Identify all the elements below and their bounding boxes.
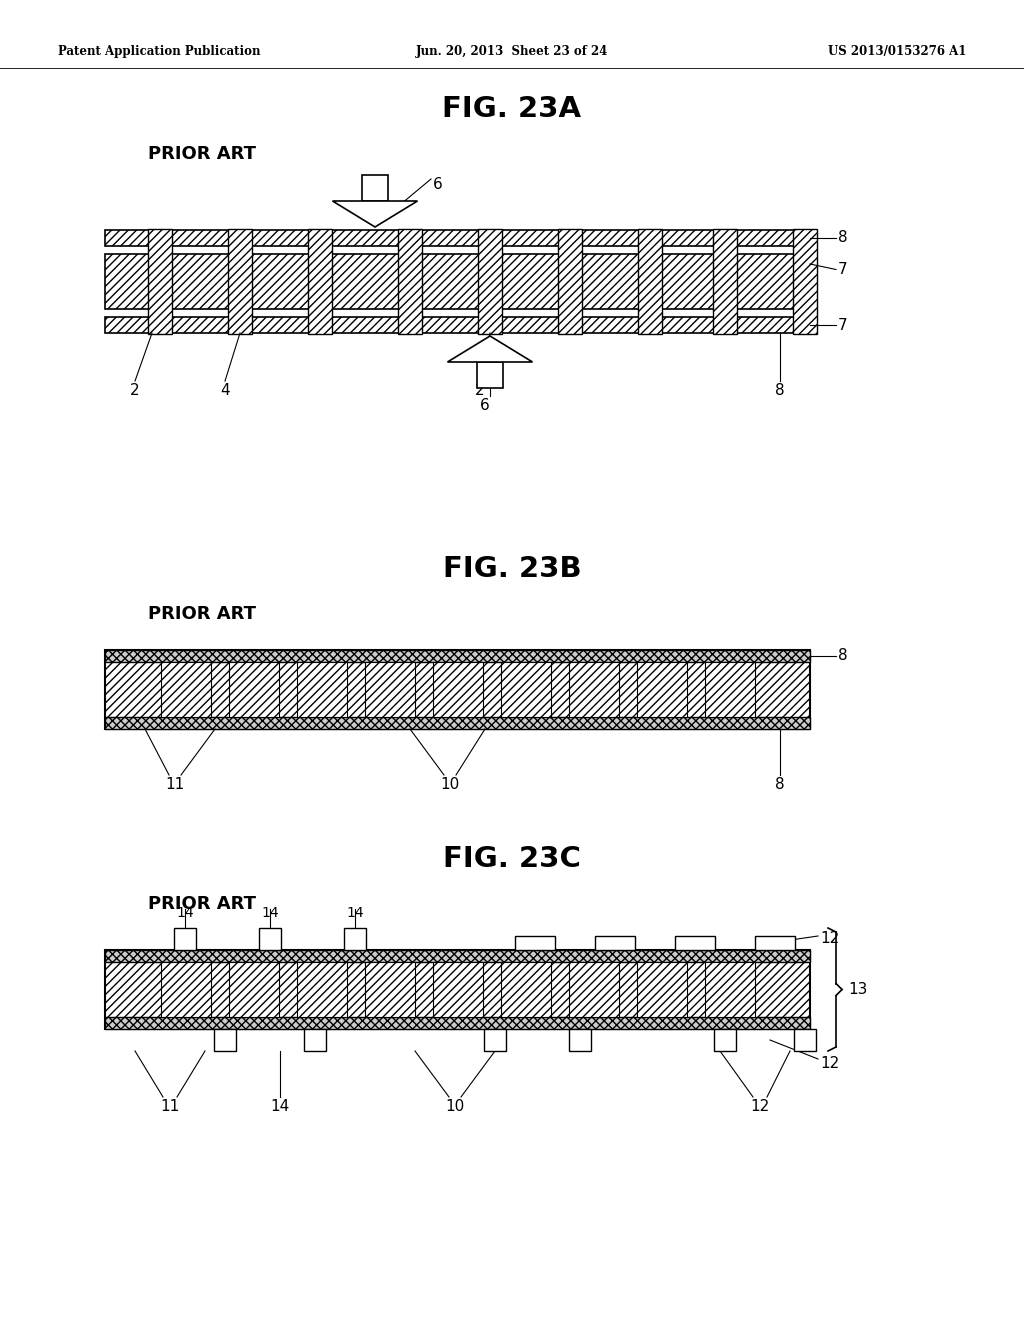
Text: PRIOR ART: PRIOR ART	[148, 895, 256, 913]
Bar	[161, 962, 211, 1016]
Bar	[105, 230, 810, 246]
Bar	[568, 663, 618, 717]
Text: 14: 14	[270, 1100, 290, 1114]
Bar	[477, 362, 503, 388]
Bar	[478, 228, 502, 334]
Text: Jun. 20, 2013  Sheet 23 of 24: Jun. 20, 2013 Sheet 23 of 24	[416, 45, 608, 58]
Bar	[214, 1030, 236, 1051]
Bar	[595, 936, 635, 950]
Bar	[259, 928, 281, 950]
Bar	[148, 228, 172, 334]
Bar	[344, 928, 366, 950]
Text: 8: 8	[775, 777, 784, 792]
Text: 14: 14	[176, 906, 194, 920]
Bar	[304, 1030, 326, 1051]
Bar	[105, 253, 810, 309]
Bar	[793, 228, 817, 334]
Bar	[105, 950, 810, 962]
Text: 2: 2	[475, 383, 484, 399]
Text: 7: 7	[838, 318, 848, 333]
Bar	[569, 1030, 591, 1051]
Bar	[105, 317, 810, 333]
Bar	[297, 962, 346, 1016]
Text: 11: 11	[165, 777, 184, 792]
Text: 8: 8	[838, 648, 848, 664]
Text: 13: 13	[848, 982, 867, 997]
Bar	[365, 663, 415, 717]
Bar	[297, 663, 346, 717]
Text: 12: 12	[820, 931, 840, 946]
Text: US 2013/0153276 A1: US 2013/0153276 A1	[827, 45, 966, 58]
Text: 11: 11	[161, 1100, 179, 1114]
Text: FIG. 23A: FIG. 23A	[442, 95, 582, 123]
Bar	[501, 663, 551, 717]
Polygon shape	[333, 201, 418, 227]
Bar	[228, 962, 279, 1016]
Text: 10: 10	[440, 777, 460, 792]
Bar	[365, 962, 415, 1016]
Bar	[432, 962, 482, 1016]
Bar	[558, 228, 582, 334]
Text: 14: 14	[261, 906, 279, 920]
Bar	[637, 962, 686, 1016]
Text: 2: 2	[130, 383, 140, 399]
Bar	[705, 663, 755, 717]
Text: 6: 6	[433, 177, 442, 191]
Text: PRIOR ART: PRIOR ART	[148, 145, 256, 162]
Text: 12: 12	[820, 1056, 840, 1071]
Text: 14: 14	[346, 906, 364, 920]
Bar	[637, 663, 686, 717]
Bar	[228, 228, 252, 334]
Bar	[105, 649, 810, 663]
Text: FIG. 23B: FIG. 23B	[442, 554, 582, 583]
Bar	[398, 228, 422, 334]
Text: PRIOR ART: PRIOR ART	[148, 605, 256, 623]
Text: 8: 8	[775, 383, 784, 399]
Text: FIG. 23C: FIG. 23C	[443, 845, 581, 873]
Bar	[794, 1030, 816, 1051]
Bar	[228, 663, 279, 717]
Text: 4: 4	[220, 383, 229, 399]
Bar	[105, 1016, 810, 1030]
Bar	[714, 1030, 736, 1051]
Bar	[308, 228, 332, 334]
Bar	[755, 936, 795, 950]
Bar	[362, 176, 388, 201]
Bar	[105, 649, 810, 729]
Bar	[174, 928, 196, 950]
Text: 12: 12	[751, 1100, 770, 1114]
Text: 7: 7	[838, 261, 848, 277]
Bar	[105, 717, 810, 729]
Bar	[432, 663, 482, 717]
Bar	[501, 962, 551, 1016]
Bar	[638, 228, 662, 334]
Bar	[515, 936, 555, 950]
Bar	[484, 1030, 506, 1051]
Bar	[705, 962, 755, 1016]
Bar	[713, 228, 737, 334]
Bar	[161, 663, 211, 717]
Polygon shape	[447, 337, 532, 362]
Text: Patent Application Publication: Patent Application Publication	[58, 45, 260, 58]
Text: 8: 8	[838, 231, 848, 246]
Bar	[568, 962, 618, 1016]
Text: 10: 10	[445, 1100, 465, 1114]
Bar	[105, 950, 810, 1030]
Text: 6: 6	[480, 399, 489, 413]
Bar	[675, 936, 715, 950]
